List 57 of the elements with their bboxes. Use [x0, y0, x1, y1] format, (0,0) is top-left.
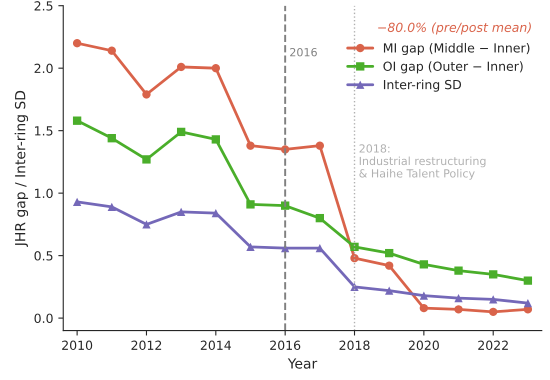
x-tick-label: 2012 [131, 340, 162, 350]
x-tick-label: 2018 [340, 340, 370, 350]
point [454, 294, 463, 302]
legend-label: OI gap (Outer − Inner) [383, 61, 523, 74]
point [212, 135, 220, 144]
point [142, 90, 151, 99]
point [246, 200, 255, 209]
annotation: −80.0% (pre/post mean) [378, 22, 531, 34]
point [350, 242, 359, 252]
point [350, 254, 359, 262]
point [350, 282, 359, 292]
point [316, 214, 324, 222]
point [142, 155, 151, 164]
y-tick-label: 0.0 [34, 314, 53, 324]
point [212, 64, 220, 72]
point [142, 220, 151, 229]
ref-line-label: 2018: Industrial restructuring & Haihe Talent Policy [359, 144, 486, 180]
x-tick-label: 2022 [478, 340, 508, 350]
point [316, 141, 324, 150]
y-tick-label: 2.0 [34, 64, 53, 74]
point [72, 39, 82, 48]
y-tick-label: 0.5 [34, 251, 52, 261]
point [420, 291, 428, 300]
point [72, 116, 82, 125]
point [246, 242, 255, 252]
y-tick-label: 1.5 [35, 126, 52, 136]
point [489, 270, 498, 279]
x-tick-label: 2014 [200, 340, 232, 350]
point [385, 286, 394, 295]
point [176, 128, 186, 136]
point [420, 304, 428, 312]
y-tick-label: 1.0 [35, 188, 53, 198]
point [176, 208, 186, 216]
y-axis-title: JHR gap / Inter-ring SD [14, 90, 28, 247]
point [489, 295, 498, 304]
point [385, 248, 394, 258]
legend-label: MI gap (Middle − Inner) [384, 42, 530, 56]
ref-line-label: 2016 [290, 48, 317, 56]
point [176, 62, 186, 72]
point [72, 198, 82, 206]
point [108, 46, 116, 55]
point [108, 134, 116, 142]
point [108, 202, 116, 212]
x-tick-label: 2010 [62, 340, 92, 350]
point [385, 261, 394, 270]
point [454, 305, 463, 314]
x-tick-label: 2020 [408, 340, 439, 350]
point [524, 298, 532, 308]
x-axis-title: Year [288, 358, 318, 369]
point [420, 260, 428, 269]
point [246, 141, 255, 150]
point [454, 266, 463, 275]
legend-label: Inter-ring SD [384, 80, 462, 92]
point [524, 276, 532, 285]
y-tick-label: 2.5 [34, 1, 52, 11]
x-tick-label: 2016 [270, 340, 300, 350]
point [489, 308, 498, 316]
